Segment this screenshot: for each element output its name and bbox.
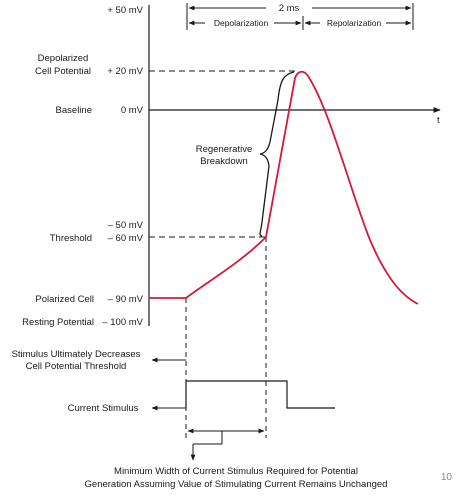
current-stimulus-pulse [185, 380, 335, 409]
current-stimulus-label: Current Stimulus [68, 403, 139, 414]
stimulus-note-line1: Stimulus Ultimately Decreases [12, 349, 141, 360]
y-tick-plus50: + 50 mV [107, 5, 143, 16]
page-number: 10 [441, 472, 453, 483]
label-cell-potential: Cell Potential [35, 66, 91, 77]
label-resting-potential: Resting Potential [22, 317, 94, 328]
y-tick-minus100: – 100 mV [102, 317, 143, 328]
regenerative-brace-icon [259, 71, 295, 237]
y-tick-0: 0 mV [121, 105, 144, 116]
min-width-note-line1: Minimum Width of Current Stimulus Requir… [114, 466, 358, 477]
label-threshold: Threshold [50, 233, 92, 244]
y-tick-plus20: + 20 mV [107, 66, 143, 77]
label-depolarized: Depolarized [38, 53, 89, 64]
action-potential-curve [149, 70, 419, 305]
y-tick-minus50: – 50 mV [108, 220, 144, 231]
label-polarized-cell: Polarized Cell [35, 294, 94, 305]
repolarization-label: Repolarization [327, 18, 382, 28]
time-axis-label: t [437, 115, 440, 126]
y-tick-minus90: – 90 mV [108, 294, 144, 305]
depolarization-label: Depolarization [214, 18, 269, 28]
regenerative-label: Regenerative [196, 144, 253, 155]
min-width-note-line2: Generation Assuming Value of Stimulating… [85, 479, 388, 490]
timing-total-label: 2 ms [279, 3, 300, 14]
y-tick-minus60: – 60 mV [108, 233, 144, 244]
label-baseline: Baseline [56, 105, 92, 116]
stimulus-note-line2: Cell Potential Threshold [26, 361, 127, 372]
breakdown-label: Breakdown [200, 156, 248, 167]
